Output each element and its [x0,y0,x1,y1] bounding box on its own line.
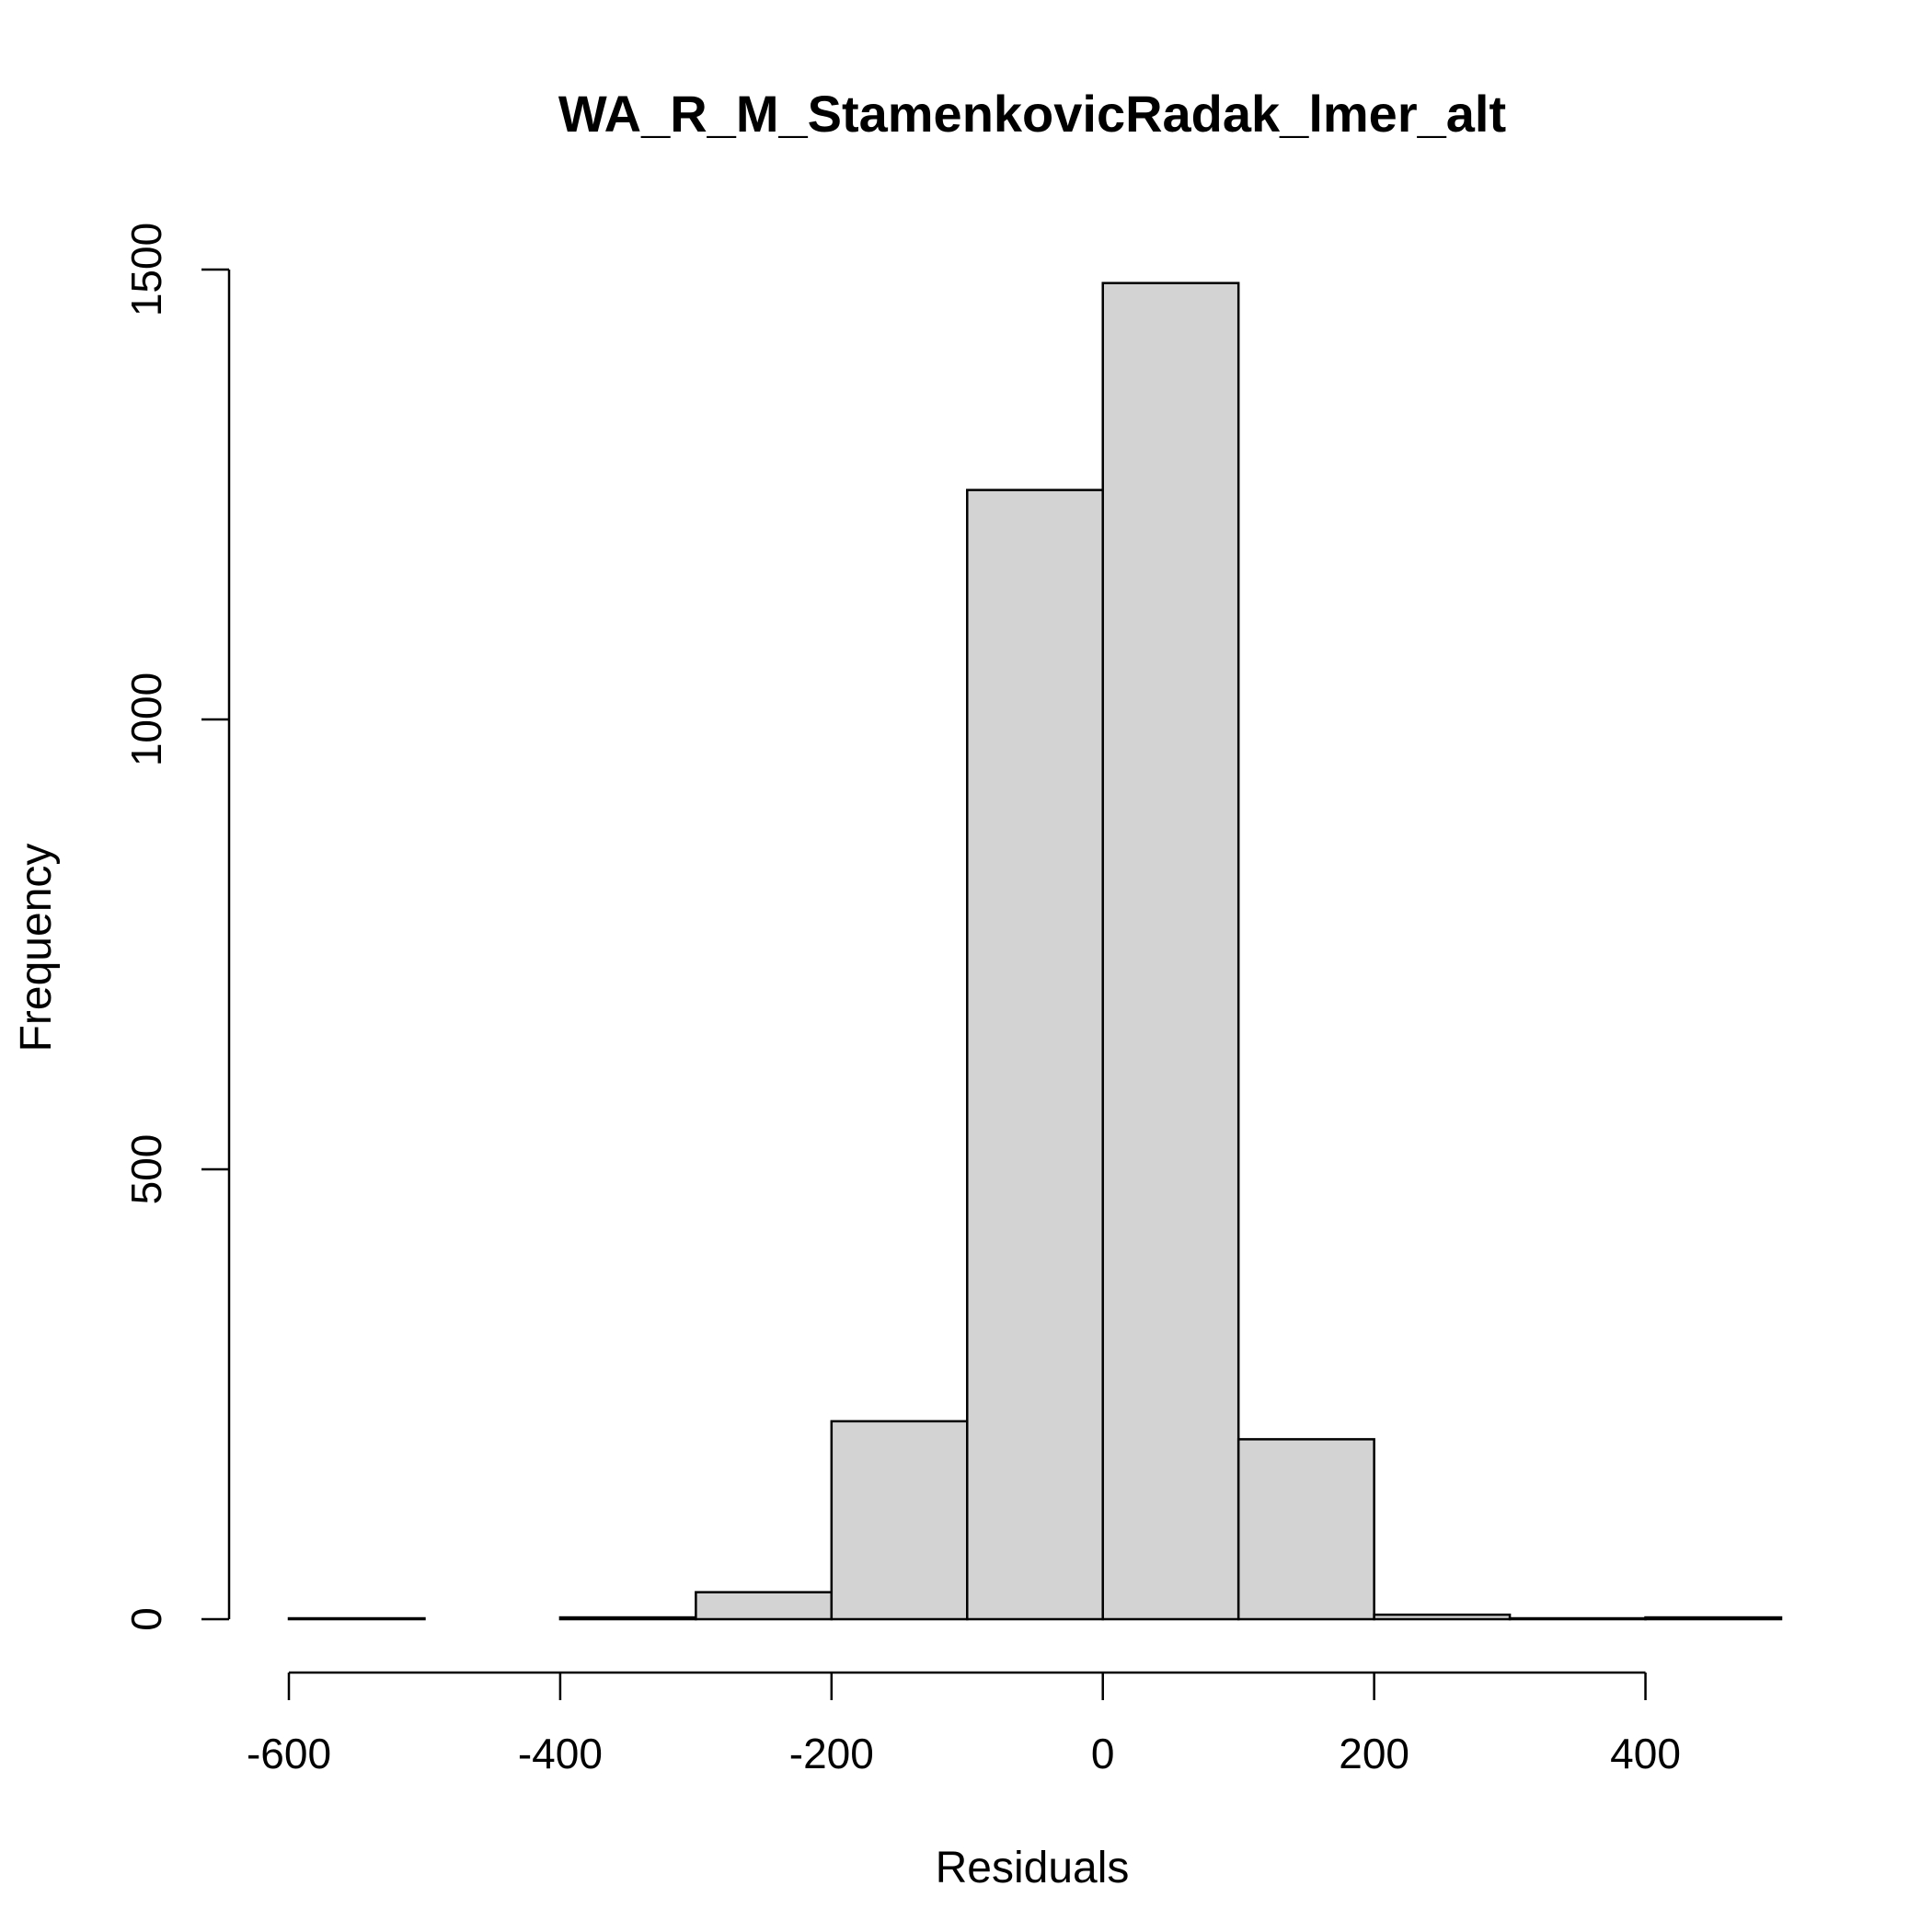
x-tick-label: 200 [1339,1730,1409,1777]
histogram-bar [1644,1616,1783,1621]
histogram-bar [830,1420,969,1621]
histogram-bar [966,489,1104,1621]
y-tick-label: 1500 [122,223,170,316]
y-tick-label: 500 [122,1134,170,1205]
histogram-bar [1373,1613,1512,1621]
histogram-bar [287,1616,426,1621]
histogram-bar [1236,1438,1375,1621]
x-axis-label: Residuals [936,1844,1130,1892]
histogram-bar [558,1616,697,1621]
chart-title: WA_R_M_StamenkovicRadak_lmer_alt [558,85,1506,143]
y-axis-label: Frequency [12,844,61,1052]
y-tick-label: 0 [122,1607,170,1631]
y-axis: 0 500 1000 1500 [122,223,231,1631]
histogram-bar [1101,282,1240,1621]
y-tick-label: 1000 [122,673,170,766]
histogram-bar [1508,1616,1647,1621]
x-tick-label: -400 [518,1730,603,1777]
x-tick-label: -600 [247,1730,331,1777]
x-tick-label: -200 [789,1730,874,1777]
histogram-bars [287,282,1783,1621]
histogram-bar [695,1591,834,1621]
x-tick-label: 400 [1610,1730,1681,1777]
x-tick-label: 0 [1091,1730,1115,1777]
x-axis: -600 -400 -200 0 200 400 [247,1671,1681,1777]
